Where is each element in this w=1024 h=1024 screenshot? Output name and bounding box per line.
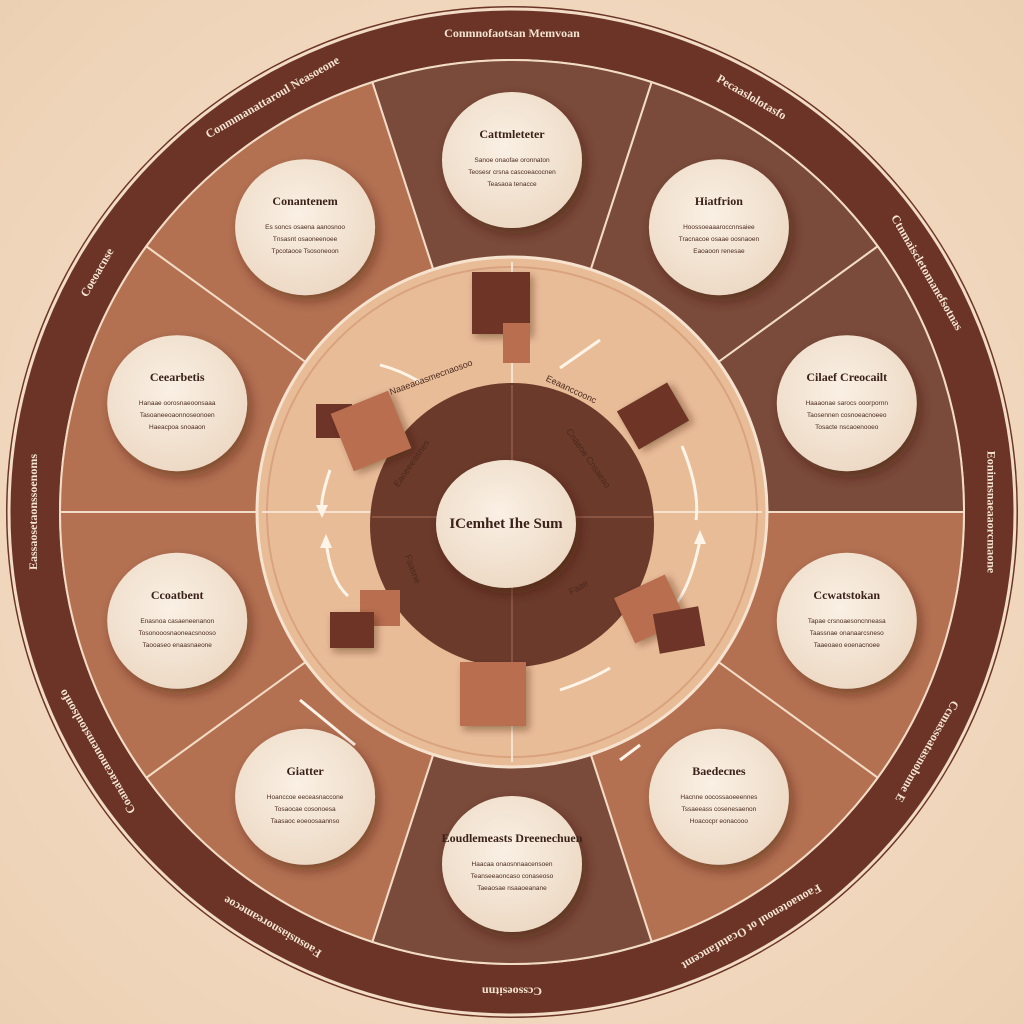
segment-card-circle	[776, 335, 917, 472]
segment-card-line: Tpcotaoce Tsosoneoon	[272, 248, 339, 255]
segment-card-title: Giatter	[286, 764, 324, 778]
segment-card: Ccwatstokan Tapae crsnoaesoncnneasa Taassn…	[776, 552, 917, 689]
segment-card-line: Tracnacoe osaae oosnaoen	[679, 236, 760, 243]
accent-block-top-light	[503, 323, 530, 363]
segment-card-title: Eoudlemeasts Dreenechuen	[442, 831, 583, 845]
arrow-head-left-bottom	[320, 534, 332, 548]
center-card-circle	[436, 460, 576, 588]
arrow-bottom-right	[619, 743, 641, 762]
segment-card-circle	[648, 159, 789, 296]
segment-card-line: Taasaoc eoeoosaannso	[271, 818, 340, 825]
segment-card: Giatter Hoanccoe eeceasnaccone Tosaocae co…	[235, 728, 376, 865]
arrow-arc-bottom	[559, 666, 611, 692]
segment-card-circle	[107, 552, 248, 689]
segment-card-title: Ccoatbent	[151, 588, 204, 602]
segment-card-line: Sanoe onaofae oronnaton	[474, 157, 550, 164]
segment-card-line: Teosesr crsna cascoeacocnen	[468, 169, 556, 176]
segment-card-line: Hoanccoe eeceasnaccone	[267, 794, 344, 801]
segment-card-line: Tosonooosnaoneacsnooso	[139, 630, 217, 637]
segment-card-circle	[107, 335, 248, 472]
segment-card-line: Enasnoa casaeneenanon	[140, 618, 214, 625]
accent-block-bottom-left-dark	[330, 612, 374, 648]
segment-card-line: Haacaa onaosnnaacensoen	[472, 861, 553, 868]
segment-card-line: Tasoaneeoaonnoseonoen	[140, 412, 215, 419]
arrow-top-right	[559, 338, 601, 370]
outer-rim-edge	[7, 7, 1017, 1017]
segment-card-line: Hacnne oocossaoeeennes	[680, 794, 758, 801]
segment-card-circle	[235, 159, 376, 296]
segment-card-title: Ccwatstokan	[813, 588, 880, 602]
segment-card-line: Tssaeeass cosenesaenon	[681, 806, 756, 813]
segment-card: Ceearbetis Hanaae oorosnaeoonsaaa Tasoanee…	[107, 335, 248, 472]
accent-block-bottom-right-dark	[652, 606, 706, 654]
segment-card: Conantenem Es soncs osaena aanosnoo Tnsasn…	[235, 159, 376, 296]
segment-card-title: Hiatfrion	[695, 194, 743, 208]
arrow-head-right-bottom	[694, 530, 706, 544]
accent-block-bottom-light	[460, 662, 526, 726]
segment-card-line: Haeacpoa snoaaon	[149, 424, 206, 431]
segment-card-line: Taassnae onanaarcsneso	[810, 630, 884, 637]
arrow-head-left-top	[316, 505, 328, 518]
outer-rim-label: Eassaosetaonssoenoms	[26, 454, 40, 570]
segment-card-line: Teanseeaoncaso conaseoso	[471, 873, 554, 880]
segment-card-circle	[442, 92, 582, 228]
segment-card-line: Taaeoaeo eoenacnoee	[814, 642, 881, 649]
segment-card-line: Taosennen cosnoeacnoeeo	[807, 412, 887, 419]
segment-card: Hiatfrion Hoossoeaaaroccnnsaiee Tracnacoe …	[648, 159, 789, 296]
segment-card-line: Tapae crsnoaesoncnneasa	[808, 618, 886, 625]
segment-card-line: Teasaoa tenacce	[487, 181, 537, 188]
accent-blocks	[316, 272, 706, 726]
arrow-bottom-left	[299, 698, 356, 747]
segment-card-circle	[776, 552, 917, 689]
segment-card: Eoudlemeasts Dreenechuen Haacaa onaosnnaa…	[442, 796, 583, 932]
segment-card-title: Ceearbetis	[150, 370, 205, 384]
segment-card: Ccoatbent Enasnoa casaeneenanon Tosonooosn…	[107, 552, 248, 689]
segment-card-circle	[235, 728, 376, 865]
segment-card-circle	[442, 796, 582, 932]
segment-card-line: Haaaonae sarocs ooorpornn	[806, 400, 889, 407]
segment-card: Cattmleteter Sanoe onaofae oronnaton Teose…	[442, 92, 582, 228]
arrow-arc-right-top	[680, 445, 699, 521]
segment-card-line: Hoossoeaaaroccnnsaiee	[683, 224, 755, 231]
segment-card-title: Baedecnes	[692, 764, 746, 778]
segment-card-line: Tnsasnt osaoneenoee	[273, 236, 338, 243]
accent-block-left-light	[330, 390, 412, 472]
segment-card-title: Conantenem	[272, 194, 337, 208]
outer-rim-label: Ccssoesitnn	[482, 984, 542, 998]
segment-card-line: Hoacocpr eonacooo	[690, 818, 749, 825]
segment-card-line: Taooaseo enaasnaeone	[143, 642, 213, 649]
outer-rim-label: Eoninnsnaeaaorcmaone	[984, 451, 998, 574]
outer-rim-label: Conmnofaotsan Memvoan	[444, 26, 580, 40]
segment-card-line: Eaoaoon renesae	[693, 248, 745, 255]
segment-card-title: Cilaef Creocailt	[806, 370, 887, 384]
accent-block-right-dark	[616, 382, 690, 450]
segment-card-line: Hanaae oorosnaeoonsaaa	[139, 400, 216, 407]
segment-card: Cilaef Creocailt Haaaonae sarocs ooorporn…	[776, 335, 917, 472]
segment-cards: Cattmleteter Sanoe onaofae oronnaton Teose…	[107, 92, 917, 932]
segment-card-title: Cattmleteter	[479, 127, 545, 141]
arrow-arc-top-left	[379, 363, 421, 384]
segment-card-circle	[648, 728, 789, 865]
segment-card-line: Taeaosae nsaaoeanane	[477, 885, 547, 892]
center-card: ICemhet Ihe Sum	[436, 460, 576, 588]
segment-card: Baedecnes Hacnne oocossaoeeennes Tssaeeass…	[648, 728, 789, 865]
segment-card-line: Tosacte nscaoenooeo	[815, 424, 879, 431]
segment-card-line: Es soncs osaena aanosnoo	[265, 224, 345, 231]
center-title: ICemhet Ihe Sum	[449, 516, 563, 532]
segment-card-line: Tosaocae cosonoesa	[275, 806, 336, 813]
